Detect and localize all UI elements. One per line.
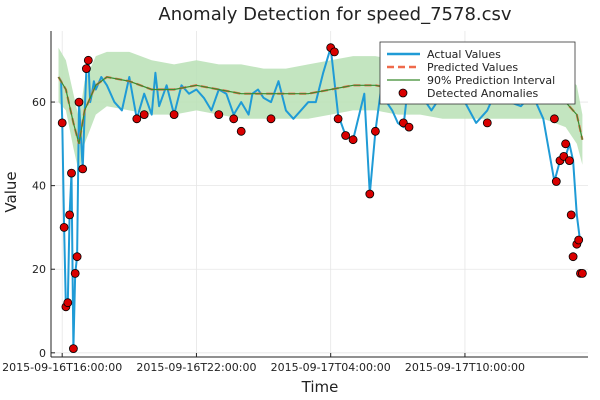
anomaly-point-14	[139, 110, 149, 119]
anomaly-point-39	[574, 235, 584, 245]
legend-label-interval: 90% Prediction Interval	[427, 74, 555, 87]
legend-swatch-anomaly	[398, 88, 408, 98]
anomaly-point-11	[82, 64, 91, 73]
anomaly-point-17	[229, 114, 239, 124]
y-axis-label: Value	[2, 171, 20, 212]
x-axis-label: Time	[301, 378, 339, 396]
anomaly-point-0	[57, 118, 67, 128]
chart-title: Anomaly Detection for speed_7578.csv	[158, 4, 511, 25]
y-tick-label-0: 0	[39, 347, 46, 360]
anomaly-point-36	[566, 210, 576, 220]
anomaly-point-3	[63, 298, 73, 308]
anomaly-point-37	[568, 252, 578, 262]
anomaly-point-18	[236, 126, 246, 136]
anomaly-point-22	[333, 114, 343, 124]
x-tick-label-1: 2015-09-16T22:00:00	[136, 361, 256, 374]
anomaly-point-10	[78, 164, 88, 174]
anomaly-point-9	[74, 97, 84, 107]
anomaly-point-7	[70, 268, 80, 278]
anomaly-point-26	[370, 126, 380, 136]
anomaly-point-1	[59, 222, 69, 232]
anomaly-point-6	[69, 344, 78, 354]
legend-label-predicted: Predicted Values	[427, 61, 518, 74]
legend-label-actual: Actual Values	[427, 48, 501, 61]
anomaly-point-41	[578, 268, 587, 278]
legend: Actual Values Predicted Values 90% Predi…	[379, 41, 576, 105]
anomaly-point-25	[365, 189, 375, 199]
axes	[50, 31, 588, 358]
anomaly-point-15	[169, 110, 179, 119]
anomaly-markers	[57, 43, 587, 354]
legend-box	[379, 41, 576, 105]
anomaly-point-29	[482, 118, 492, 128]
anomaly-point-12	[83, 55, 93, 65]
anomaly-point-34	[561, 139, 570, 149]
legend-item-anomaly: Detected Anomalies	[398, 87, 538, 100]
anomaly-point-24	[348, 135, 358, 145]
legend-label-anomaly: Detected Anomalies	[427, 87, 538, 100]
anomaly-point-30	[550, 114, 559, 124]
anomaly-point-16	[214, 110, 224, 119]
legend-item-interval: 90% Prediction Interval	[387, 74, 555, 87]
x-tick-label-0: 2015-09-16T16:00:00	[2, 361, 122, 374]
anomaly-point-13	[132, 114, 142, 124]
y-tick-label-2: 40	[32, 180, 46, 193]
anomaly-point-4	[65, 210, 74, 220]
x-tick-label-3: 2015-09-17T10:00:00	[405, 361, 525, 374]
anomaly-point-23	[341, 131, 351, 140]
anomaly-point-28	[404, 122, 414, 132]
y-tick-label-1: 20	[32, 263, 46, 276]
anomaly-point-8	[72, 252, 82, 262]
tick-labels: 2015-09-16T16:00:00 2015-09-16T22:00:00 20…	[2, 96, 525, 374]
anomaly-point-19	[266, 114, 276, 124]
anomaly-point-21	[329, 47, 339, 57]
x-tick-label-2: 2015-09-17T04:00:00	[271, 361, 391, 374]
anomaly-point-31	[551, 177, 561, 186]
anomaly-point-35	[565, 156, 574, 166]
legend-item-actual: Actual Values	[387, 48, 501, 61]
y-tick-label-3: 60	[32, 96, 46, 109]
anomaly-point-5	[67, 168, 76, 178]
legend-item-predicted: Predicted Values	[387, 61, 518, 74]
